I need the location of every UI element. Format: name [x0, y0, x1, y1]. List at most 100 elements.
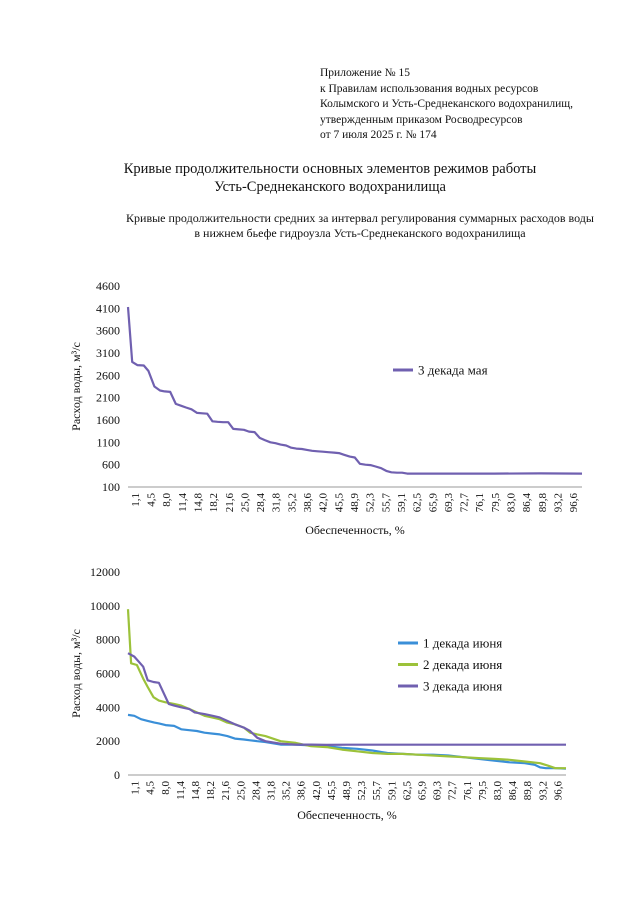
x-tick-label: 11,4 — [177, 493, 189, 512]
appendix-line-1: Приложение № 15 — [320, 67, 410, 79]
appendix-line-3: Колымского и Усть-Среднеканского водохра… — [320, 98, 574, 110]
x-tick-label: 28,4 — [255, 493, 267, 513]
x-tick-label: 89,8 — [522, 781, 534, 801]
x-tick-label: 11,4 — [175, 781, 187, 800]
x-tick-label: 8,0 — [160, 781, 172, 795]
x-tick-label: 79,5 — [477, 781, 489, 801]
x-tick-label: 76,1 — [474, 493, 486, 512]
x-tick-label: 86,4 — [521, 493, 533, 513]
x-tick-label: 79,5 — [490, 493, 502, 513]
x-tick-label: 52,3 — [356, 781, 368, 801]
y-tick-label: 2100 — [96, 391, 120, 405]
appendix-line-2: к Правилам использования водных ресурсов — [320, 82, 539, 95]
x-tick-label: 42,0 — [311, 781, 323, 801]
y-tick-label: 8000 — [96, 633, 120, 647]
x-tick-label: 55,7 — [371, 781, 383, 801]
page-subtitle-line-1: Кривые продолжительности средних за инте… — [126, 211, 594, 225]
x-tick-label: 21,6 — [220, 781, 232, 801]
x-tick-label: 65,9 — [427, 493, 439, 513]
x-tick-label: 48,9 — [349, 493, 361, 513]
x-tick-label: 21,6 — [224, 493, 236, 513]
x-tick-label: 1,1 — [130, 781, 142, 795]
x-tick-label: 25,0 — [239, 493, 251, 513]
page-title-line-2: Усть-Среднеканского водохранилища — [214, 179, 446, 195]
y-tick-label: 4100 — [96, 301, 120, 315]
y-tick-label: 6000 — [96, 667, 120, 681]
legend-label-2: 2 декада июня — [423, 657, 502, 672]
y-tick-label: 100 — [102, 480, 120, 494]
appendix-header: Приложение № 15 к Правилам использования… — [320, 66, 573, 144]
x-tick-label: 96,6 — [552, 781, 564, 801]
y-tick-label: 1600 — [96, 413, 120, 427]
x-tick-label: 69,3 — [432, 781, 444, 801]
x-tick-label: 52,3 — [365, 493, 377, 513]
x-tick-label: 42,0 — [318, 493, 330, 513]
page-subtitle: Кривые продолжительности средних за инте… — [0, 211, 640, 241]
legend-label-1: 1 декада июня — [423, 636, 502, 651]
series-line-1 — [127, 713, 567, 770]
x-tick-label: 45,5 — [326, 781, 338, 801]
x-tick-label: 89,8 — [537, 493, 549, 513]
y-tick-label: 1100 — [96, 435, 120, 449]
series-line-2 — [126, 609, 566, 770]
x-tick-label: 59,1 — [386, 781, 398, 800]
x-tick-label: 38,6 — [296, 781, 308, 801]
y-tick-label: 10000 — [90, 599, 120, 613]
chart-june-duration-curves: 0 2000 4000 6000 8000 10000 12000 1,1 4,5 8,0 11,4… — [69, 565, 567, 822]
series-line-1 — [126, 306, 583, 475]
x-tick-label: 76,1 — [462, 781, 474, 800]
x-tick-label: 69,3 — [443, 493, 455, 513]
x-tick-label: 72,7 — [459, 493, 471, 513]
legend-label-1: 3 декада мая — [418, 363, 488, 378]
x-tick-label: 18,2 — [205, 781, 217, 800]
x-tick-label: 55,7 — [380, 493, 392, 513]
x-tick-label: 28,4 — [250, 781, 262, 801]
x-tick-label: 72,7 — [447, 781, 459, 801]
x-tick-label: 62,5 — [412, 493, 424, 513]
x-tick-label: 4,5 — [145, 493, 157, 507]
y-tick-label: 2000 — [96, 734, 120, 748]
x-tick-label: 31,8 — [271, 493, 283, 513]
x-tick-label: 38,6 — [302, 493, 314, 513]
y-tick-label: 3600 — [96, 324, 120, 338]
x-tick-label: 93,2 — [553, 493, 565, 512]
x-tick-label: 65,9 — [417, 781, 429, 801]
y-tick-label: 0 — [114, 768, 120, 782]
y-axis-label: Расход воды, м³/с — [69, 342, 83, 431]
y-tick-label: 3100 — [96, 346, 120, 360]
x-tick-label: 4,5 — [145, 781, 157, 795]
page-title: Кривые продолжительности основных элемен… — [0, 160, 640, 196]
appendix-line-5: от 7 июля 2025 г. № 174 — [320, 129, 437, 141]
x-tick-label: 93,2 — [537, 781, 549, 800]
y-tick-label: 600 — [102, 458, 120, 472]
x-axis-label: Обеспеченность, % — [305, 523, 405, 537]
x-tick-label: 35,2 — [281, 781, 293, 800]
y-tick-label: 4600 — [96, 279, 120, 293]
page-title-line-1: Кривые продолжительности основных элемен… — [123, 161, 537, 177]
x-tick-label: 18,2 — [208, 493, 220, 512]
x-tick-label: 96,6 — [568, 493, 580, 513]
legend-label-3: 3 декада июня — [423, 679, 502, 694]
x-tick-label: 83,0 — [506, 493, 518, 513]
x-tick-label: 86,4 — [507, 781, 519, 801]
x-tick-label: 8,0 — [161, 493, 173, 507]
x-axis-label: Обеспеченность, % — [297, 808, 397, 822]
x-tick-label: 59,1 — [396, 493, 408, 512]
x-tick-label: 35,2 — [286, 493, 298, 512]
x-tick-label: 62,5 — [401, 781, 413, 801]
y-tick-label: 4000 — [96, 700, 120, 714]
x-tick-label: 1,1 — [130, 493, 142, 507]
appendix-line-4: утвержденным приказом Росводресурсов — [320, 113, 523, 126]
x-tick-label: 45,5 — [333, 493, 345, 513]
x-tick-label: 31,8 — [265, 781, 277, 801]
x-tick-label: 25,0 — [235, 781, 247, 801]
chart-may-duration-curve: 100 600 1100 1600 2100 2600 3100 3600 4100 4600 1,… — [69, 279, 583, 537]
x-tick-label: 48,9 — [341, 781, 353, 801]
y-axis-label: Расход воды, м³/с — [69, 629, 83, 718]
x-tick-label: 83,0 — [492, 781, 504, 801]
x-tick-label: 14,8 — [192, 493, 204, 513]
y-tick-label: 2600 — [96, 368, 120, 382]
page-subtitle-line-2: в нижнем бьефе гидроузла Усть-Среднеканс… — [194, 226, 526, 240]
x-tick-label: 14,8 — [190, 781, 202, 801]
y-tick-label: 12000 — [90, 565, 120, 579]
